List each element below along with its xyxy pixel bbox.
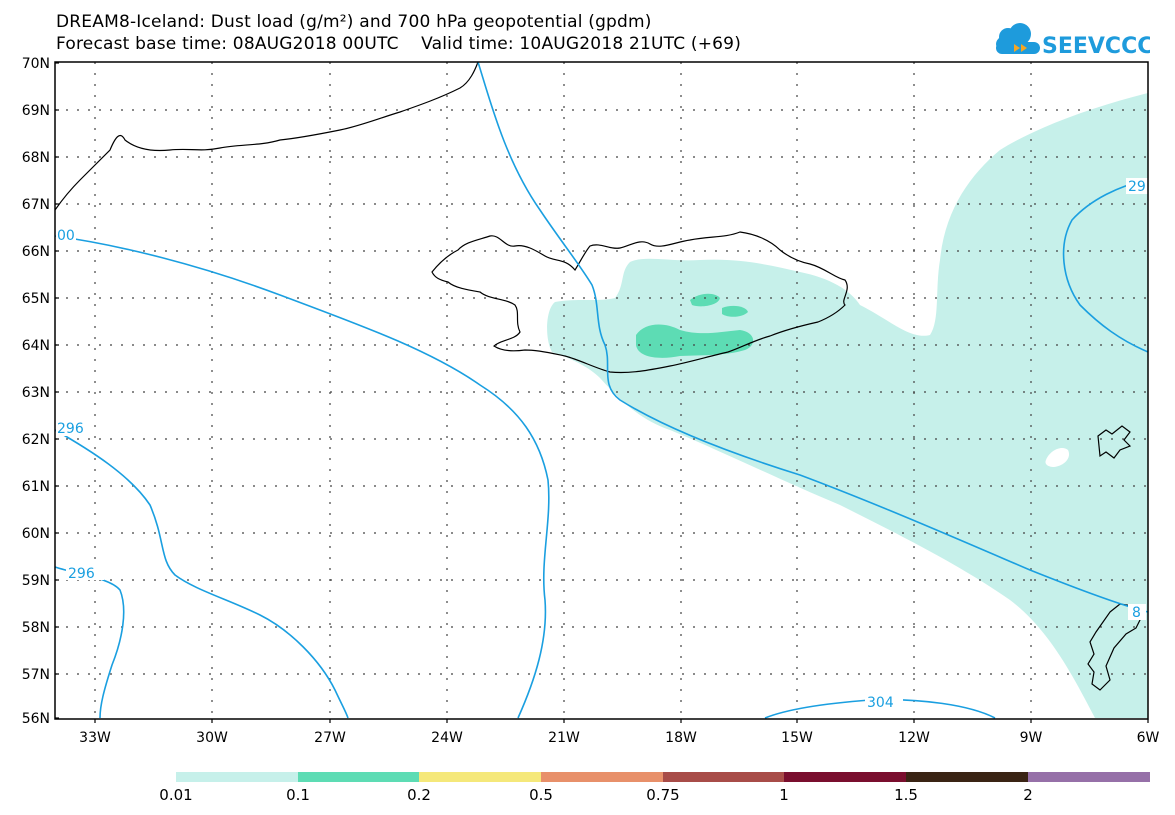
lat-label: 70N — [22, 56, 50, 72]
map-title: DREAM8-Iceland: Dust load (g/m²) and 700… — [56, 12, 652, 32]
colorbar-segment — [298, 772, 419, 782]
colorbar-segment — [784, 772, 906, 782]
colorbar-tick: 0.2 — [407, 786, 431, 804]
colorbar-tick: 2 — [1023, 786, 1033, 804]
lat-label: 57N — [22, 667, 50, 683]
colorbar-tick: 0.1 — [286, 786, 310, 804]
seevccc-logo: SEEVCCC — [996, 23, 1150, 59]
lat-label: 64N — [22, 338, 50, 354]
lon-label: 18W — [665, 730, 697, 746]
lat-label: 58N — [22, 620, 50, 636]
lon-label: 27W — [314, 730, 346, 746]
lon-label: 33W — [79, 730, 111, 746]
colorbar-segment — [176, 772, 298, 782]
contour-296-upper — [54, 429, 349, 719]
lat-label: 65N — [22, 291, 50, 307]
lat-label: 62N — [22, 432, 50, 448]
colorbar-tick: 1 — [779, 786, 789, 804]
colorbar-segment — [541, 772, 663, 782]
lon-label: 24W — [431, 730, 463, 746]
colorbar-segment — [419, 772, 541, 782]
dust-area-light — [547, 93, 1148, 718]
colorbar-ticks: 0.01 0.1 0.2 0.5 0.75 1 1.5 2 — [159, 786, 1032, 804]
lat-label: 69N — [22, 103, 50, 119]
iceland-coast — [431, 231, 848, 374]
contour-300 — [54, 235, 550, 719]
colorbar-tick: 0.5 — [529, 786, 553, 804]
lat-label: 60N — [22, 526, 50, 542]
contour-296-lower — [54, 566, 125, 719]
dust-area-medium — [690, 293, 720, 307]
lat-label: 68N — [22, 150, 50, 166]
lat-label: 59N — [22, 573, 50, 589]
lon-label: 15W — [781, 730, 813, 746]
colorbar-tick: 1.5 — [894, 786, 918, 804]
contour-iceland — [477, 61, 1149, 613]
colorbar — [176, 772, 1150, 782]
cloud-icon — [996, 23, 1040, 54]
colorbar-segment — [1028, 772, 1150, 782]
lat-label: 61N — [22, 479, 50, 495]
lat-label: 67N — [22, 197, 50, 213]
latitude-labels: 70N 69N 68N 67N 66N 65N 64N 63N 62N 61N … — [22, 56, 50, 727]
contour-east — [1062, 179, 1149, 353]
map-frame — [54, 61, 1149, 720]
logo-text: SEEVCCC — [1042, 34, 1150, 59]
lon-label: 6W — [1137, 730, 1160, 746]
contour-label: 29 — [1128, 179, 1146, 195]
lon-label: 12W — [898, 730, 930, 746]
dust-area-medium — [636, 324, 754, 358]
lon-label: 30W — [196, 730, 228, 746]
colorbar-tick: 0.01 — [159, 786, 192, 804]
lat-label: 56N — [22, 711, 50, 727]
lon-label: 21W — [548, 730, 580, 746]
lat-label: 63N — [22, 385, 50, 401]
colorbar-segment — [906, 772, 1028, 782]
colorbar-segment — [663, 772, 784, 782]
contour-label: 296 — [57, 421, 84, 437]
dust-hole — [1045, 448, 1070, 467]
longitude-labels: 33W 30W 27W 24W 21W 18W 15W 12W 9W 6W — [79, 730, 1159, 746]
contour-label: 8 — [1132, 605, 1141, 621]
coastlines — [54, 61, 1143, 691]
contour-label: 296 — [68, 566, 95, 582]
map-subtitle: Forecast base time: 08AUG2018 00UTC Vali… — [56, 34, 742, 54]
dust-area-medium — [722, 305, 748, 317]
lon-label: 9W — [1020, 730, 1043, 746]
tick-marks — [55, 62, 1149, 723]
lat-label: 66N — [22, 244, 50, 260]
contour-labels: 00 296 296 304 29 8 — [56, 178, 1148, 711]
greenland-coast — [54, 61, 479, 211]
colorbar-tick: 0.75 — [646, 786, 679, 804]
contour-label: 304 — [867, 695, 894, 711]
contour-label: 00 — [57, 228, 75, 244]
faroe-coast — [1097, 425, 1132, 459]
